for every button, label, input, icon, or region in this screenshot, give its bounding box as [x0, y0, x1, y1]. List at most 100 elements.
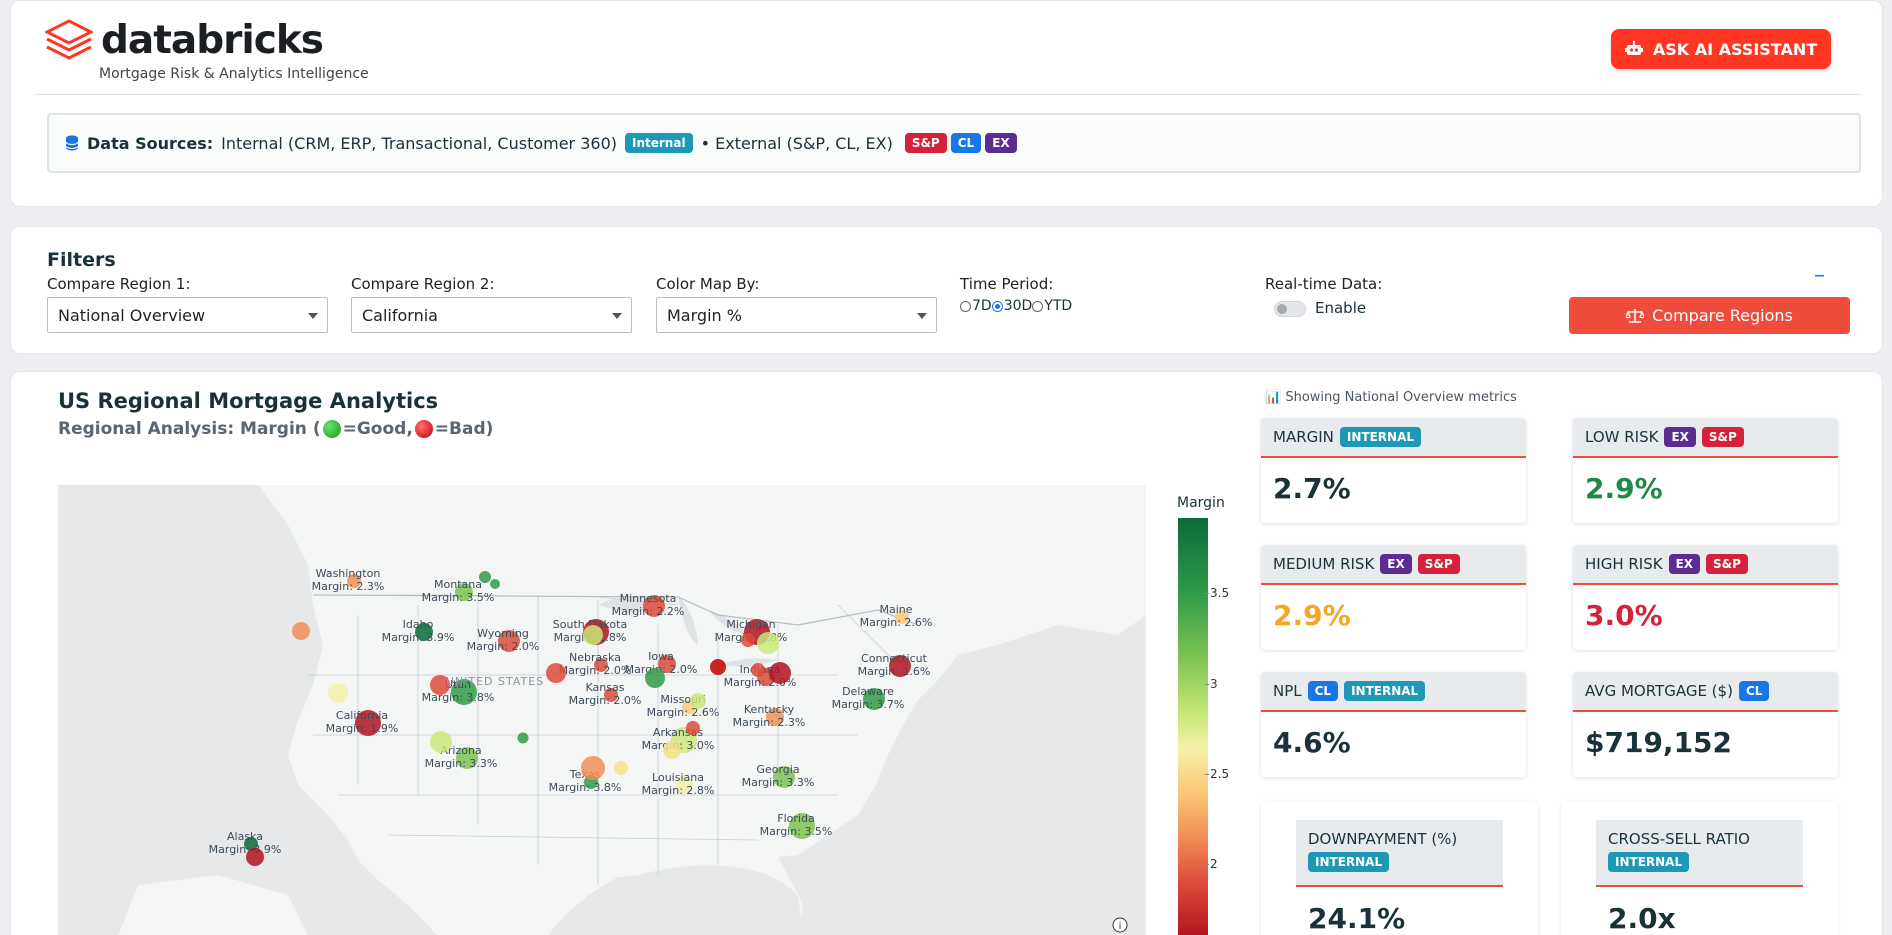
- kpi-downpayment-label: DOWNPAYMENT (%): [1308, 830, 1458, 848]
- state-bubble[interactable]: [456, 747, 478, 769]
- state-label: Minnesota Margin: 2.2%: [612, 592, 685, 618]
- colorbar-tick: 2.5: [1204, 767, 1230, 781]
- state-bubble[interactable]: [455, 583, 473, 601]
- map-basemap: i: [58, 485, 1146, 935]
- ex-badge: EX: [1380, 554, 1412, 574]
- margin-colorbar: [1178, 518, 1208, 935]
- state-bubble[interactable]: [517, 732, 529, 744]
- colorbar-tick: 3: [1205, 677, 1218, 691]
- radio-30d[interactable]: [991, 300, 1003, 312]
- state-bubble[interactable]: [451, 679, 477, 705]
- state-bubble[interactable]: [895, 610, 909, 624]
- state-bubble[interactable]: [355, 710, 381, 736]
- state-name: Alaska: [227, 830, 263, 843]
- kpi-npl: NPL CL INTERNAL 4.6%: [1261, 672, 1526, 777]
- filters-title: Filters: [47, 249, 116, 271]
- state-bubble[interactable]: [246, 848, 264, 866]
- sp-badge: S&P: [1417, 554, 1460, 574]
- state-bubble[interactable]: [546, 663, 566, 683]
- region1-select[interactable]: National Overview: [47, 297, 328, 333]
- colorbar-title: Margin: [1177, 495, 1225, 511]
- state-label: Montana Margin: 3.5%: [422, 578, 495, 604]
- robot-icon: [1624, 41, 1643, 55]
- kpi-low-risk-value: 2.9%: [1585, 472, 1663, 505]
- state-bubble[interactable]: [347, 574, 361, 588]
- subtitle-prefix: Regional Analysis: Margin (: [58, 419, 321, 439]
- state-bubble[interactable]: [766, 708, 784, 726]
- state-bubble[interactable]: [751, 663, 765, 677]
- state-bubble[interactable]: [581, 756, 605, 780]
- colorbar-tick: 3.5: [1204, 586, 1230, 600]
- state-bubble[interactable]: [690, 693, 706, 709]
- realtime-toggle[interactable]: [1274, 301, 1306, 317]
- colormap-select[interactable]: Margin %: [656, 297, 937, 333]
- state-bubble[interactable]: [479, 571, 491, 583]
- state-bubble[interactable]: [863, 688, 885, 710]
- radio-ytd-label: YTD: [1044, 298, 1073, 314]
- state-bubble[interactable]: [675, 776, 693, 794]
- chevron-down-icon: [612, 313, 622, 319]
- state-bubble[interactable]: [773, 766, 795, 788]
- state-bubble[interactable]: [583, 625, 603, 645]
- radio-7d[interactable]: [960, 300, 971, 312]
- ex-badge: EX: [985, 133, 1017, 153]
- state-name: Iowa: [648, 650, 674, 663]
- scale-icon: [1626, 308, 1645, 323]
- data-sources-label: Data Sources:: [87, 133, 214, 153]
- state-bubble[interactable]: [614, 761, 628, 775]
- state-bubble[interactable]: [645, 668, 665, 688]
- internal-badge: INTERNAL: [1344, 681, 1426, 701]
- state-bubble[interactable]: [244, 837, 258, 851]
- state-label: Connecticut Margin: 1.6%: [858, 652, 931, 678]
- state-margin: Margin: 2.3%: [311, 580, 385, 593]
- state-bubble[interactable]: [741, 633, 755, 647]
- info-icon: [1112, 917, 1128, 933]
- state-bubble[interactable]: [430, 731, 452, 753]
- ask-ai-assistant-button[interactable]: ASK AI ASSISTANT: [1611, 29, 1831, 69]
- state-bubble[interactable]: [498, 630, 520, 652]
- state-bubble[interactable]: [757, 632, 779, 654]
- state-label: Delaware Margin: 3.7%: [832, 685, 905, 711]
- state-label: Idaho Margin: 3.9%: [382, 618, 455, 644]
- cl-badge: CL: [1307, 681, 1339, 701]
- state-margin: Margin: 3.7%: [831, 698, 905, 711]
- kpi-margin: MARGIN INTERNAL 2.7%: [1261, 418, 1526, 523]
- compare-regions-label: Compare Regions: [1652, 306, 1793, 325]
- state-bubble[interactable]: [328, 683, 348, 703]
- region2-select[interactable]: California: [351, 297, 632, 333]
- collapse-filters-button[interactable]: –: [1814, 263, 1825, 288]
- state-margin: Margin: 2.2%: [611, 605, 685, 618]
- kpi-cross-sell-label: CROSS-SELL RATIO: [1608, 830, 1750, 848]
- analytics-title: US Regional Mortgage Analytics: [58, 389, 439, 413]
- state-bubble[interactable]: [789, 813, 815, 839]
- state-bubble[interactable]: [490, 579, 500, 589]
- state-bubble[interactable]: [594, 658, 608, 672]
- state-bubble[interactable]: [643, 595, 665, 617]
- state-margin: Margin: 2.6%: [646, 706, 720, 719]
- databricks-logo[interactable]: databricks: [45, 18, 324, 63]
- state-name: Missouri: [660, 693, 706, 706]
- state-bubble[interactable]: [710, 659, 726, 675]
- us-bubble-map[interactable]: i Washington Margin: 2.3% Montana Margin: 3…: [58, 485, 1146, 935]
- state-label: Wyoming Margin: 2.0%: [467, 627, 540, 653]
- kpi-medium-risk: MEDIUM RISK EX S&P 2.9%: [1261, 545, 1526, 650]
- colormap-value: Margin %: [667, 306, 742, 325]
- realtime-enable-label: Enable: [1315, 299, 1367, 317]
- tagline: Mortgage Risk & Analytics Intelligence: [99, 66, 369, 82]
- state-bubble[interactable]: [604, 688, 618, 702]
- realtime-label: Real-time Data:: [1265, 275, 1383, 293]
- country-label: UNITED STATES: [445, 675, 545, 688]
- state-bubble[interactable]: [415, 623, 433, 641]
- state-bubble[interactable]: [889, 655, 911, 677]
- state-bubble[interactable]: [663, 741, 681, 759]
- state-bubble[interactable]: [769, 662, 791, 684]
- state-bubble[interactable]: [658, 655, 676, 673]
- state-bubble[interactable]: [686, 721, 700, 735]
- kpi-high-risk-value: 3.0%: [1585, 599, 1663, 632]
- compare-regions-button[interactable]: Compare Regions: [1569, 297, 1850, 334]
- state-bubble[interactable]: [292, 622, 310, 640]
- kpi-cross-sell: CROSS-SELL RATIO INTERNAL 2.0x: [1561, 802, 1838, 935]
- kpi-avg-mortgage: AVG MORTGAGE ($) CL $719,152: [1573, 672, 1838, 777]
- radio-ytd[interactable]: [1032, 300, 1044, 312]
- state-bubble[interactable]: [430, 675, 450, 695]
